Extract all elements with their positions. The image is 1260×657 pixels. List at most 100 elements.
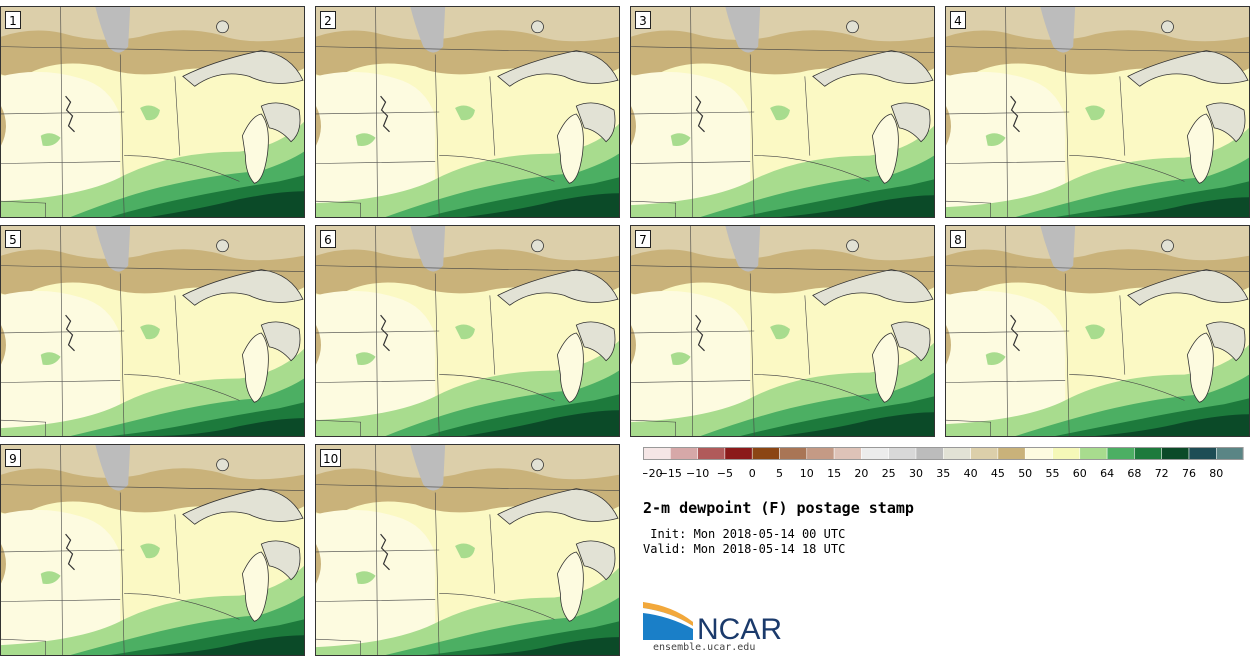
map-region bbox=[316, 226, 619, 261]
map-region bbox=[1186, 332, 1214, 403]
map-region bbox=[985, 133, 1006, 147]
colorbar-bin bbox=[1106, 447, 1135, 461]
dewpoint-map bbox=[631, 226, 934, 436]
map-region bbox=[695, 314, 705, 352]
map-region bbox=[670, 133, 691, 147]
map-region bbox=[556, 113, 584, 184]
map-region bbox=[241, 551, 269, 622]
map-region bbox=[695, 95, 705, 133]
map-region bbox=[1161, 239, 1174, 253]
colorbar-tick-label: −15 bbox=[659, 467, 682, 480]
map-region bbox=[95, 7, 131, 53]
map-region bbox=[150, 635, 304, 655]
map-region bbox=[150, 191, 304, 217]
map-region bbox=[355, 133, 376, 147]
map-region bbox=[216, 20, 229, 34]
map-region bbox=[241, 332, 269, 403]
map-region bbox=[410, 226, 446, 272]
map-region bbox=[846, 239, 859, 253]
colorbar-bin bbox=[643, 447, 671, 461]
map-region bbox=[871, 113, 899, 184]
map-region bbox=[985, 352, 1006, 366]
map-region bbox=[182, 269, 304, 306]
map-region bbox=[556, 551, 584, 622]
map-region bbox=[1085, 105, 1105, 121]
colorbar-bin bbox=[997, 447, 1026, 461]
map-region bbox=[1, 544, 6, 584]
map-panel: 1 bbox=[0, 6, 305, 218]
colorbar-bin bbox=[1161, 447, 1190, 461]
map-region bbox=[465, 193, 619, 217]
map-region bbox=[1, 290, 121, 436]
colorbar-bin bbox=[1134, 447, 1162, 461]
map-region bbox=[631, 106, 636, 146]
page-title: 2-m dewpoint (F) postage stamp bbox=[643, 499, 914, 517]
map-region bbox=[182, 488, 304, 525]
map-region bbox=[1205, 102, 1246, 143]
init-time: Init: Mon 2018-05-14 00 UTC bbox=[643, 527, 846, 541]
map-region bbox=[95, 226, 131, 272]
map-region bbox=[780, 195, 934, 217]
map-region bbox=[725, 226, 761, 272]
map-region bbox=[316, 7, 619, 217]
map-region bbox=[316, 71, 436, 217]
map-region bbox=[631, 226, 934, 436]
map-region bbox=[260, 102, 301, 143]
colorbar-bin bbox=[970, 447, 999, 461]
colorbar-bin bbox=[1216, 447, 1244, 461]
map-region bbox=[1, 445, 304, 480]
map-region bbox=[216, 458, 229, 472]
map-region bbox=[260, 321, 301, 362]
map-region bbox=[316, 7, 619, 42]
dewpoint-map bbox=[1, 7, 304, 217]
map-region bbox=[946, 106, 951, 146]
dewpoint-map bbox=[316, 7, 619, 217]
map-panel: 5 bbox=[0, 225, 305, 437]
dewpoint-map bbox=[631, 7, 934, 217]
map-region bbox=[946, 290, 1066, 436]
map-region bbox=[1040, 226, 1076, 272]
map-region bbox=[1, 71, 121, 217]
map-panel: 8 bbox=[945, 225, 1250, 437]
colorbar-tick-label: 5 bbox=[776, 467, 783, 480]
map-region bbox=[1, 7, 304, 217]
map-region bbox=[946, 226, 1249, 436]
map-region bbox=[780, 412, 934, 436]
map-region bbox=[355, 352, 376, 366]
colorbar-tick-label: 76 bbox=[1182, 467, 1196, 480]
map-region bbox=[946, 226, 1249, 261]
panel-number: 6 bbox=[320, 230, 336, 248]
dewpoint-map bbox=[946, 226, 1249, 436]
map-region bbox=[1127, 269, 1249, 306]
map-region bbox=[575, 321, 616, 362]
map-region bbox=[1, 325, 6, 365]
panel-number: 2 bbox=[320, 11, 336, 29]
dewpoint-map bbox=[946, 7, 1249, 217]
colorbar-bin bbox=[1079, 447, 1108, 461]
map-region bbox=[182, 50, 304, 87]
map-region bbox=[1095, 197, 1249, 217]
map-region bbox=[497, 488, 619, 525]
map-region bbox=[631, 7, 934, 42]
colorbar-bin bbox=[833, 447, 862, 461]
colorbar-bin bbox=[1024, 447, 1053, 461]
map-region bbox=[1, 509, 121, 655]
map-region bbox=[316, 226, 619, 436]
map-region bbox=[380, 314, 390, 352]
map-region bbox=[260, 540, 301, 581]
map-region bbox=[575, 102, 616, 143]
map-region bbox=[556, 332, 584, 403]
map-region bbox=[631, 7, 934, 217]
colorbar-tick-label: 30 bbox=[909, 467, 923, 480]
map-region bbox=[631, 290, 751, 436]
map-region bbox=[465, 410, 619, 436]
colorbar-tick-label: 72 bbox=[1155, 467, 1169, 480]
map-region bbox=[770, 324, 790, 340]
map-region bbox=[1186, 113, 1214, 184]
map-region bbox=[316, 544, 321, 584]
map-region bbox=[380, 95, 390, 133]
colorbar-bin bbox=[779, 447, 808, 461]
logo-url: ensemble.ucar.edu bbox=[653, 642, 756, 653]
colorbar-bin bbox=[806, 447, 835, 461]
map-region bbox=[455, 105, 475, 121]
